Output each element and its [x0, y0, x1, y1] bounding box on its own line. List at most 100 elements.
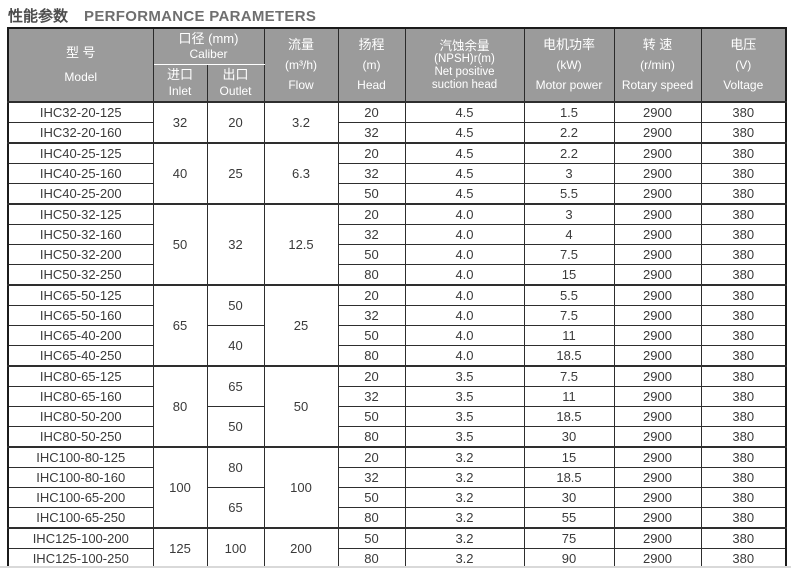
- model-cell: IHC32-20-125: [7, 101, 154, 123]
- model-cell: IHC50-32-160: [7, 224, 154, 245]
- npsh-cell: 4.5: [404, 163, 525, 184]
- table-body: IHC32-20-125 32 20 3.2 20 4.5 1.5 2900 380 IHC32-…: [7, 101, 787, 568]
- head-cell: 50: [337, 183, 406, 205]
- head-cell: 80: [337, 507, 406, 529]
- model-cell: IHC40-25-160: [7, 163, 154, 184]
- voltage-cell: 380: [700, 507, 787, 529]
- table-row: IHC100-65-250 80 3.2 55 2900 380: [7, 507, 787, 529]
- model-cell: IHC40-25-200: [7, 183, 154, 205]
- head-cell: 50: [337, 325, 406, 346]
- voltage-cell: 380: [700, 426, 787, 448]
- col-header-rotary-speed: 转 速 (r/min) Rotary speed: [613, 27, 702, 103]
- model-header-en: Model: [64, 69, 98, 84]
- motor-power-cell: 18.5: [523, 345, 615, 367]
- voltage-cell: 380: [700, 142, 787, 164]
- rotary-speed-cell: 2900: [613, 406, 702, 427]
- motor-power-cell: 15: [523, 446, 615, 468]
- voltage-cell: 380: [700, 325, 787, 346]
- head-cell: 80: [337, 426, 406, 448]
- head-cell: 50: [337, 244, 406, 265]
- head-cell: 20: [337, 365, 406, 387]
- head-cell: 32: [337, 467, 406, 488]
- table-row: IHC40-25-125 40 25 6.3 20 4.5 2.2 2900 380: [7, 142, 787, 205]
- col-header-npsh: 汽蚀余量 (NPSH)r(m) Net positive suction hea…: [404, 27, 525, 103]
- motor-power-cell: 75: [523, 527, 615, 549]
- motor-power-cell: 7.5: [523, 305, 615, 326]
- table-row: IHC100-65-200 65 50 3.2 30 2900 380: [7, 487, 787, 529]
- voltage-cell: 380: [700, 386, 787, 407]
- voltage-cell: 380: [700, 548, 787, 568]
- caliber-header-zh: 口径 (mm): [178, 30, 239, 46]
- outlet-cell: 80: [206, 446, 265, 488]
- outlet-cell: 20: [206, 101, 265, 144]
- col-header-motor-power: 电机功率 (kW) Motor power: [523, 27, 615, 103]
- inlet-cell: 65: [152, 284, 208, 367]
- rotary-speed-cell: 2900: [613, 467, 702, 488]
- model-cell: IHC65-50-125: [7, 284, 154, 306]
- motor-power-cell: 15: [523, 264, 615, 286]
- page-title: 性能参数 PERFORMANCE PARAMETERS: [0, 0, 791, 27]
- voltage-cell: 380: [700, 183, 787, 205]
- rotary-speed-cell: 2900: [613, 487, 702, 508]
- table-row: IHC65-50-125 65 50 25 20 4.0 5.5 2900 380: [7, 284, 787, 367]
- inlet-cell: 40: [152, 142, 208, 205]
- inlet-cell: 32: [152, 101, 208, 144]
- motor-power-cell: 30: [523, 426, 615, 448]
- model-cell: IHC65-40-250: [7, 345, 154, 367]
- voltage-cell: 380: [700, 305, 787, 326]
- model-cell: IHC80-65-125: [7, 365, 154, 387]
- table-header: 型 号 Model 口径 (mm) Caliber 流量 (m³/h) Flow…: [7, 27, 787, 103]
- npsh-cell: 4.5: [404, 101, 525, 123]
- model-cell: IHC100-80-160: [7, 467, 154, 488]
- flow-cell: 12.5: [263, 203, 339, 286]
- motor-power-cell: 5.5: [523, 284, 615, 306]
- page-bottom-edge: [0, 566, 791, 568]
- npsh-cell: 4.0: [404, 264, 525, 286]
- motor-power-cell: 3: [523, 163, 615, 184]
- voltage-cell: 380: [700, 365, 787, 387]
- outlet-cell: 100: [206, 527, 265, 568]
- table-row: IHC50-32-200 50 4.0 7.5 2900 380: [7, 244, 787, 265]
- head-cell: 80: [337, 345, 406, 367]
- voltage-cell: 380: [700, 406, 787, 427]
- npsh-cell: 3.2: [404, 446, 525, 468]
- npsh-cell: 4.5: [404, 142, 525, 164]
- flow-cell: 6.3: [263, 142, 339, 205]
- table-row: IHC80-50-250 80 3.5 30 2900 380: [7, 426, 787, 448]
- head-cell: 50: [337, 406, 406, 427]
- page-title-zh: 性能参数: [8, 8, 69, 25]
- inlet-cell: 125: [152, 527, 208, 568]
- motor-power-cell: 18.5: [523, 406, 615, 427]
- model-cell: IHC100-65-250: [7, 507, 154, 529]
- motor-power-cell: 1.5: [523, 101, 615, 123]
- inlet-cell: 50: [152, 203, 208, 286]
- table-row: IHC80-65-125 80 65 50 20 3.5 7.5 2900 380: [7, 365, 787, 448]
- head-cell: 80: [337, 548, 406, 568]
- head-cell: 20: [337, 101, 406, 123]
- motor-power-cell: 2.2: [523, 122, 615, 144]
- rotary-speed-cell: 2900: [613, 386, 702, 407]
- table-row: IHC65-40-250 80 4.0 18.5 2900 380: [7, 345, 787, 367]
- npsh-cell: 4.0: [404, 224, 525, 245]
- voltage-cell: 380: [700, 224, 787, 245]
- model-cell: IHC65-50-160: [7, 305, 154, 326]
- voltage-cell: 380: [700, 527, 787, 549]
- model-cell: IHC32-20-160: [7, 122, 154, 144]
- outlet-cell: 65: [206, 487, 265, 529]
- table-row: IHC80-65-160 32 3.5 11 2900 380: [7, 386, 787, 407]
- col-header-model: 型 号 Model: [7, 27, 154, 103]
- motor-power-cell: 90: [523, 548, 615, 568]
- table-row: IHC50-32-160 32 4.0 4 2900 380: [7, 224, 787, 245]
- flow-cell: 200: [263, 527, 339, 568]
- motor-power-cell: 7.5: [523, 365, 615, 387]
- rotary-speed-cell: 2900: [613, 305, 702, 326]
- voltage-cell: 380: [700, 467, 787, 488]
- npsh-cell: 4.0: [404, 305, 525, 326]
- head-cell: 32: [337, 386, 406, 407]
- table-row: IHC32-20-160 32 4.5 2.2 2900 380: [7, 122, 787, 144]
- model-cell: IHC50-32-200: [7, 244, 154, 265]
- npsh-cell: 3.5: [404, 406, 525, 427]
- outlet-cell: 40: [206, 325, 265, 367]
- outlet-cell: 50: [206, 406, 265, 448]
